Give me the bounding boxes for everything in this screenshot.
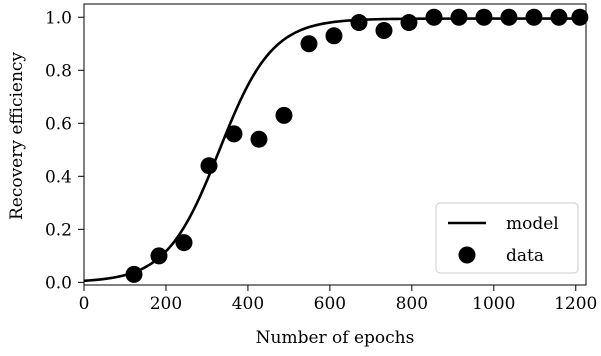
plot-area (83, 8, 589, 283)
data-point (200, 157, 218, 175)
x-tick-label: 0 (79, 294, 90, 314)
legend-label-data: data (506, 246, 544, 266)
legend-data-swatch (458, 246, 476, 264)
data-point (475, 8, 493, 26)
x-tick-label: 800 (396, 294, 428, 314)
data-point (225, 125, 243, 143)
data-point (250, 130, 268, 148)
data-point (375, 22, 393, 40)
data-point (425, 8, 443, 26)
data-point (275, 106, 293, 124)
x-tick-label: 1200 (554, 294, 597, 314)
data-point (550, 8, 568, 26)
y-axis-title: Recovery efficiency (7, 52, 27, 220)
y-tick-label: 1.0 (45, 8, 72, 28)
axes: 0 200 400 600 800 1000 1200 0.0 0.2 0.4 0.6 0.8 1.0 (45, 8, 597, 314)
y-tick-label: 0.6 (45, 114, 72, 134)
x-tick-label: 1000 (472, 294, 515, 314)
y-tick-label: 0.0 (45, 273, 72, 293)
data-point (350, 14, 368, 32)
plot-frame (83, 3, 587, 286)
x-tick-label: 400 (232, 294, 264, 314)
y-tick-label: 0.2 (45, 220, 72, 240)
data-point (400, 14, 418, 32)
data-point (175, 234, 193, 252)
y-tick-label: 0.8 (45, 61, 72, 81)
data-point (525, 8, 543, 26)
x-axis-title: Number of epochs (256, 328, 415, 348)
legend-label-model: model (506, 214, 559, 234)
data-point (450, 8, 468, 26)
data-point (125, 265, 143, 283)
x-tick-label: 200 (150, 294, 182, 314)
data-point (325, 27, 343, 45)
data-point (571, 8, 589, 26)
data-point (300, 35, 318, 53)
data-point (150, 247, 168, 265)
legend: model data (435, 202, 579, 274)
plot-border (83, 3, 587, 286)
y-tick-label: 0.4 (45, 167, 72, 187)
x-tick-label: 600 (314, 294, 346, 314)
data-point (500, 8, 518, 26)
